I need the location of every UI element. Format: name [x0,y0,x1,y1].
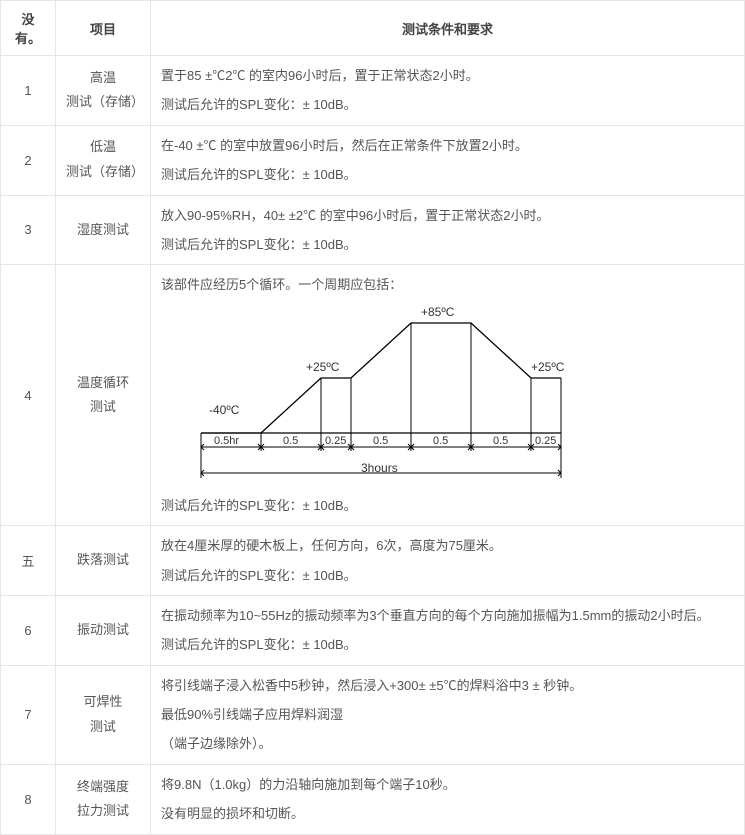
row-no: 1 [1,56,56,126]
item-line2: 测试（存储） [66,94,144,109]
temp-profile-line [201,323,561,433]
row-no: 五 [1,526,56,596]
item-line2: 测试 [90,399,116,414]
total-duration-label: 3hours [361,461,398,475]
row-item: 温度循环 测试 [56,265,151,526]
col-header-item: 项目 [56,1,151,56]
duration-label: 0.5 [283,435,298,447]
item-line1: 低温 [90,139,116,154]
temp-label: +85ºC [421,305,454,319]
table-row: 8 终端强度 拉力测试 将9.8N（1.0kg）的力沿轴向施加到每个端子10秒。… [1,764,745,834]
test-conditions-table: 没有。 项目 测试条件和要求 1 高温 测试（存储） 置于85 ±℃2℃ 的室内… [0,0,745,835]
temp-label: -40ºC [209,403,239,417]
row-item: 振动测试 [56,595,151,665]
row-no: 2 [1,125,56,195]
row-cond: 置于85 ±℃2℃ 的室内96小时后，置于正常状态2小时。 测试后允许的SPL变… [151,56,745,126]
cond-line: 测试后允许的SPL变化：± 10dB。 [161,163,734,186]
thermal-cycle-diagram: -40ºC +25ºC +85ºC +25ºC 0.5hr 0.5 0.25 0… [191,303,611,488]
row-item: 低温 测试（存储） [56,125,151,195]
row-cond: 放在4厘米厚的硬木板上，任何方向，6次，高度为75厘米。 测试后允许的SPL变化… [151,526,745,596]
row-cond: 放入90-95%RH，40± ±2℃ 的室中96小时后，置于正常状态2小时。 测… [151,195,745,265]
item-line1: 振动测试 [77,622,129,637]
cond-line: 测试后允许的SPL变化：± 10dB。 [161,633,734,656]
temp-label: +25ºC [306,360,339,374]
diagram-svg [191,303,611,488]
item-line1: 湿度测试 [77,222,129,237]
table-row: 2 低温 测试（存储） 在-40 ±℃ 的室中放置96小时后，然后在正常条件下放… [1,125,745,195]
row-item: 高温 测试（存储） [56,56,151,126]
item-line1: 可焊性 [83,694,122,709]
row-no: 7 [1,665,56,764]
duration-label: 0.5 [433,435,448,447]
cond-line: 该部件应经历5个循环。一个周期应包括： [161,273,734,296]
cond-line: 放在4厘米厚的硬木板上，任何方向，6次，高度为75厘米。 [161,534,734,557]
row-no: 3 [1,195,56,265]
row-cond: 将引线端子浸入松香中5秒钟，然后浸入+300± ±5℃的焊料浴中3 ± 秒钟。 … [151,665,745,764]
col-header-cond: 测试条件和要求 [151,1,745,56]
row-item: 湿度测试 [56,195,151,265]
duration-label: 0.5 [493,435,508,447]
item-line2: 测试（存储） [66,164,144,179]
row-cond: 该部件应经历5个循环。一个周期应包括： [151,265,745,526]
item-line2: 测试 [90,719,116,734]
row-no: 8 [1,764,56,834]
duration-label: 0.5 [373,435,388,447]
item-line1: 终端强度 [77,779,129,794]
cond-line: 放入90-95%RH，40± ±2℃ 的室中96小时后，置于正常状态2小时。 [161,204,734,227]
table-row: 3 湿度测试 放入90-95%RH，40± ±2℃ 的室中96小时后，置于正常状… [1,195,745,265]
cond-line: 测试后允许的SPL变化：± 10dB。 [161,233,734,256]
table-row: 1 高温 测试（存储） 置于85 ±℃2℃ 的室内96小时后，置于正常状态2小时… [1,56,745,126]
table-row: 五 跌落测试 放在4厘米厚的硬木板上，任何方向，6次，高度为75厘米。 测试后允… [1,526,745,596]
col-header-no: 没有。 [1,1,56,56]
row-cond: 将9.8N（1.0kg）的力沿轴向施加到每个端子10秒。 没有明显的损坏和切断。 [151,764,745,834]
cond-line: 将引线端子浸入松香中5秒钟，然后浸入+300± ±5℃的焊料浴中3 ± 秒钟。 [161,674,734,697]
row-no: 4 [1,265,56,526]
cond-line: 将9.8N（1.0kg）的力沿轴向施加到每个端子10秒。 [161,773,734,796]
row-item: 可焊性 测试 [56,665,151,764]
row-item: 跌落测试 [56,526,151,596]
table-row: 4 温度循环 测试 该部件应经历5个循环。一个周期应包括： [1,265,745,526]
table-row: 6 振动测试 在振动频率为10~55Hz的振动频率为3个垂直方向的每个方向施加振… [1,595,745,665]
duration-label: 0.25 [325,435,346,447]
duration-label: 0.25 [535,435,556,447]
cond-line: 测试后允许的SPL变化：± 10dB。 [161,564,734,587]
item-line2: 拉力测试 [77,803,129,818]
vertical-markers [201,323,561,451]
table-row: 7 可焊性 测试 将引线端子浸入松香中5秒钟，然后浸入+300± ±5℃的焊料浴… [1,665,745,764]
cond-line: 在-40 ±℃ 的室中放置96小时后，然后在正常条件下放置2小时。 [161,134,734,157]
cond-line: 测试后允许的SPL变化：± 10dB。 [161,494,734,517]
temp-label: +25ºC [531,360,564,374]
cond-line: 最低90%引线端子应用焊料润湿 [161,703,734,726]
cond-line: 在振动频率为10~55Hz的振动频率为3个垂直方向的每个方向施加振幅为1.5mm… [161,604,734,627]
row-no: 6 [1,595,56,665]
cond-line: （端子边缘除外）。 [161,732,734,755]
row-cond: 在振动频率为10~55Hz的振动频率为3个垂直方向的每个方向施加振幅为1.5mm… [151,595,745,665]
cond-line: 没有明显的损坏和切断。 [161,802,734,825]
duration-label: 0.5hr [214,435,239,447]
item-line1: 高温 [90,70,116,85]
cond-line: 测试后允许的SPL变化：± 10dB。 [161,93,734,116]
cond-line: 置于85 ±℃2℃ 的室内96小时后，置于正常状态2小时。 [161,64,734,87]
item-line1: 温度循环 [77,375,129,390]
row-item: 终端强度 拉力测试 [56,764,151,834]
item-line1: 跌落测试 [77,552,129,567]
row-cond: 在-40 ±℃ 的室中放置96小时后，然后在正常条件下放置2小时。 测试后允许的… [151,125,745,195]
